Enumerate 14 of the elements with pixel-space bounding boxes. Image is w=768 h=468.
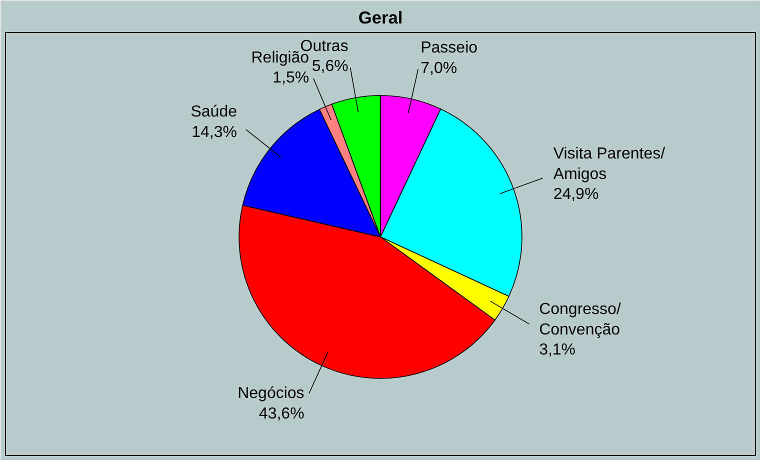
slice-label: Saúde [190, 104, 238, 121]
data-label: 7,0% [420, 60, 458, 77]
chart-title: Geral [358, 8, 403, 28]
slice-label: Visita Parentes/ Amigos [553, 145, 666, 183]
data-label: 1,5% [272, 70, 310, 87]
data-label: 3,1% [539, 342, 576, 359]
slice-label: Passeio [420, 39, 478, 56]
slice-label: Congresso/ Convenção [539, 300, 622, 338]
data-label: 24,9% [553, 186, 599, 204]
slice-label: Negócios [238, 385, 304, 402]
slice-label: Outras [300, 38, 348, 55]
data-label: 5,6% [312, 58, 348, 76]
data-label: 43,6% [258, 405, 304, 422]
data-label: 14,3% [192, 124, 237, 142]
